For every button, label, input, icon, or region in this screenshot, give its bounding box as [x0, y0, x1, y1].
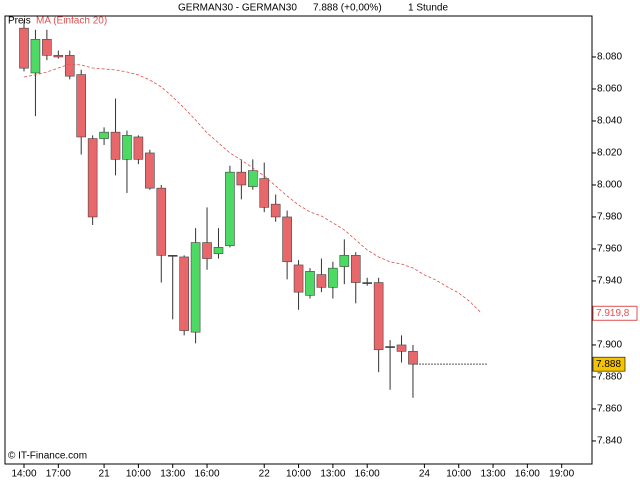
- y-tick-label: 7.840: [597, 436, 622, 447]
- ma-line: [23, 63, 482, 314]
- candle-body: [179, 256, 189, 331]
- last-price-box: [592, 356, 626, 372]
- candle-body: [167, 255, 178, 257]
- legend-price: Preis: [8, 16, 31, 27]
- legend-ma: MA (Einfach 20): [36, 16, 107, 27]
- candle-body: [305, 271, 315, 296]
- candle-body: [339, 255, 350, 267]
- candle-body: [362, 282, 373, 284]
- quote: 7.888 (+0,00%): [313, 3, 382, 14]
- candle-body: [236, 171, 247, 186]
- candle-body: [156, 187, 167, 256]
- ma-label-box: [592, 305, 638, 321]
- y-tick-label: 7.940: [597, 276, 622, 287]
- chart-title: GERMAN30 - GERMAN30: [178, 3, 297, 14]
- y-tick-label: 7.900: [597, 340, 622, 351]
- candle-body: [408, 351, 418, 365]
- x-tick-label: 10:00: [286, 469, 311, 480]
- x-tick-label: 13:00: [160, 469, 185, 480]
- candle-body: [30, 39, 41, 74]
- x-tick-label: 10:00: [446, 469, 471, 480]
- candle-body: [145, 152, 155, 189]
- candle-body: [76, 74, 86, 138]
- y-tick-label: 8.020: [597, 148, 622, 159]
- candle-body: [328, 267, 338, 288]
- candle-body: [99, 131, 109, 139]
- x-tick-label: 16:00: [195, 469, 220, 480]
- candle-body: [42, 39, 52, 56]
- x-tick-label: 17:00: [46, 469, 71, 480]
- x-tick-label: 24: [419, 469, 431, 480]
- x-tick-label: 21: [99, 469, 111, 480]
- y-tick-label: 8.000: [597, 180, 622, 191]
- candle-body: [87, 138, 98, 218]
- candle-body: [213, 247, 224, 255]
- candle-body: [133, 136, 144, 160]
- candle-body: [190, 242, 201, 333]
- candle-body: [385, 346, 395, 348]
- y-tick-label: 7.960: [597, 244, 622, 255]
- watermark: © IT-Finance.com: [8, 451, 87, 462]
- x-tick-label: 19:00: [549, 469, 574, 480]
- y-tick-label: 8.040: [597, 116, 622, 127]
- candle-body: [122, 135, 132, 160]
- y-tick-label: 7.880: [597, 372, 622, 383]
- candle-body: [225, 171, 235, 247]
- x-tick-label: 14:00: [11, 469, 36, 480]
- candle-body: [53, 55, 64, 58]
- x-tick-label: 10:00: [126, 469, 151, 480]
- ma-label: 7.919,8: [596, 308, 630, 319]
- candle-body: [350, 255, 361, 283]
- candle-body: [202, 242, 212, 259]
- candle-body: [19, 27, 29, 69]
- candle-body: [248, 170, 258, 187]
- candle-body: [282, 216, 292, 263]
- y-tick-label: 7.980: [597, 212, 622, 223]
- candle-body: [316, 274, 327, 288]
- candle-body: [373, 282, 384, 351]
- x-tick-label: 13:00: [320, 469, 345, 480]
- plot-frame: [4, 15, 593, 465]
- x-tick-label: 13:00: [481, 469, 506, 480]
- last-price-label: 7.888: [596, 359, 621, 370]
- candle-body: [270, 203, 281, 218]
- candle-body: [64, 55, 75, 77]
- candle-body: [293, 264, 304, 293]
- candle-body: [110, 131, 121, 160]
- x-tick-label: 22: [259, 469, 271, 480]
- y-tick-label: 7.860: [597, 404, 622, 415]
- y-tick-label: 8.080: [597, 52, 622, 63]
- period: 1 Stunde: [408, 3, 448, 14]
- candle-body: [259, 178, 270, 208]
- y-tick-label: 8.060: [597, 84, 622, 95]
- x-tick-label: 16:00: [515, 469, 540, 480]
- x-tick-label: 16:00: [355, 469, 380, 480]
- candle-body: [396, 344, 407, 352]
